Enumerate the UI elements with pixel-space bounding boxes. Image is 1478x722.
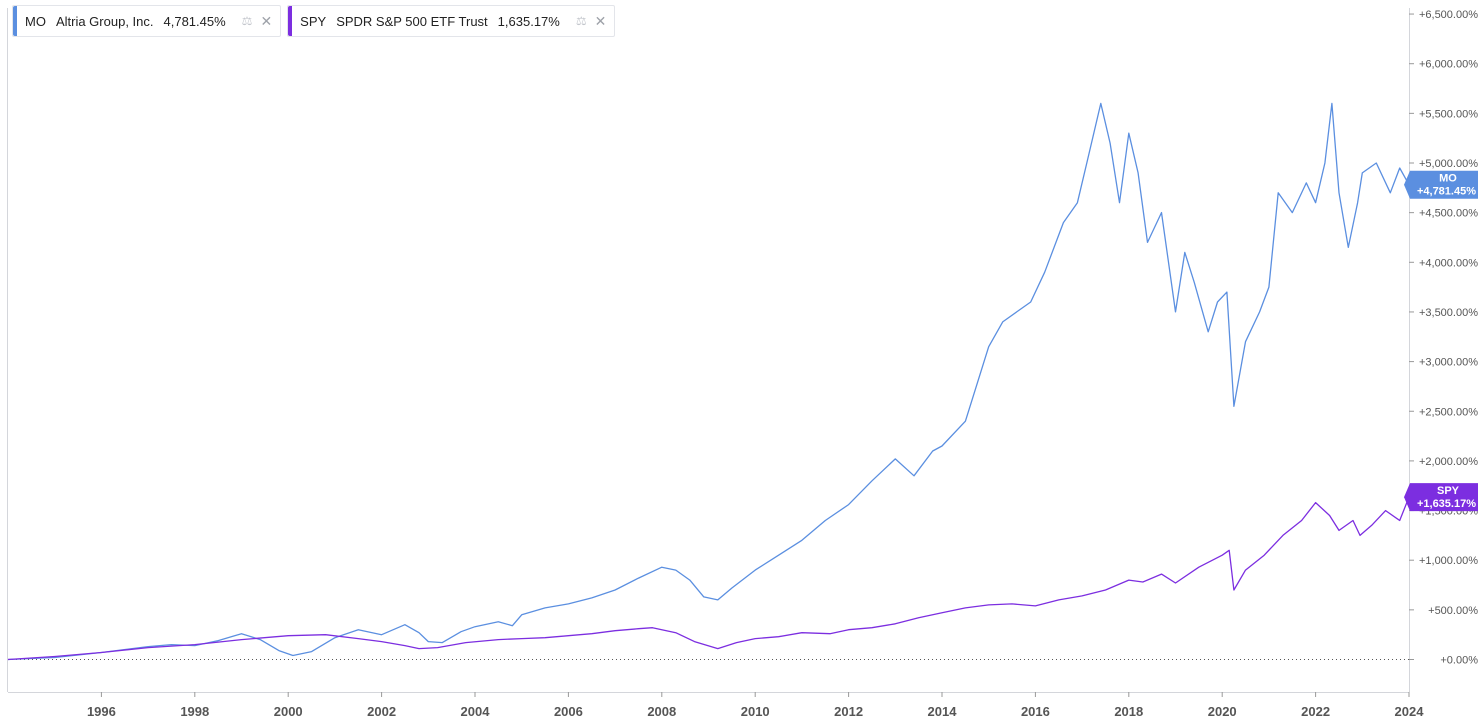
- x-tick-label: 2008: [647, 704, 676, 719]
- close-icon[interactable]: ✕: [260, 12, 273, 29]
- legend: MO Altria Group, Inc. 4,781.45% ⚖ ✕ SPY …: [12, 5, 616, 37]
- legend-value: 4,781.45%: [163, 13, 226, 29]
- series-layer: [7, 102, 1410, 661]
- series-line-mo: [7, 102, 1410, 661]
- flask-icon[interactable]: ⚖: [575, 14, 587, 28]
- price-tag-bg: [1404, 170, 1478, 199]
- legend-name: SPDR S&P 500 ETF Trust: [336, 13, 488, 29]
- x-tick-label: 2006: [554, 704, 583, 719]
- legend-name: Altria Group, Inc.: [55, 13, 154, 29]
- x-tick-label: 2022: [1301, 704, 1330, 719]
- price-tag-spy: SPY+1,635.17%: [1404, 483, 1478, 512]
- y-tick-label: +3,000.00%: [1419, 357, 1478, 369]
- x-tick-label: 2000: [274, 704, 303, 719]
- legend-symbol: SPY: [300, 13, 327, 29]
- price-tag-value: +4,781.45%: [1417, 186, 1476, 198]
- y-tick-label: +5,500.00%: [1419, 108, 1478, 120]
- y-tick-label: +1,000.00%: [1419, 555, 1478, 567]
- y-tick-label: +0.00%: [1440, 655, 1478, 667]
- x-axis: 1996 1998 2000 2002 2004 2006 2008 2010 2012 2014…: [87, 692, 1424, 719]
- legend-swatch-mo: [13, 6, 17, 36]
- price-tag-bg: [1404, 483, 1478, 512]
- price-tags: MO+4,781.45% SPY+1,635.17%: [1404, 170, 1478, 512]
- y-tick-label: +6,500.00%: [1419, 9, 1478, 21]
- x-tick-label: 2020: [1208, 704, 1237, 719]
- x-tick-label: 2014: [928, 704, 958, 719]
- x-tick-label: 1998: [180, 704, 209, 719]
- x-tick-label: 1996: [87, 704, 116, 719]
- legend-swatch-spy: [288, 6, 293, 36]
- legend-chip-spy[interactable]: SPY SPDR S&P 500 ETF Trust 1,635.17% ⚖ ✕: [287, 5, 616, 37]
- y-tick-label: +3,500.00%: [1419, 307, 1478, 319]
- y-tick-label: +4,500.00%: [1419, 208, 1478, 220]
- x-tick-label: 2004: [461, 704, 491, 719]
- x-tick-label: 2024: [1395, 704, 1425, 719]
- price-tag-symbol: SPY: [1437, 485, 1460, 497]
- flask-icon[interactable]: ⚖: [241, 14, 253, 28]
- y-tick-label: +2,500.00%: [1419, 406, 1478, 418]
- price-tag-mo: MO+4,781.45%: [1404, 170, 1478, 199]
- y-tick-label: +500.00%: [1428, 605, 1478, 617]
- y-tick-label: +4,000.00%: [1419, 257, 1478, 269]
- price-tag-symbol: MO: [1439, 173, 1457, 185]
- x-tick-label: 2016: [1021, 704, 1050, 719]
- legend-chip-mo[interactable]: MO Altria Group, Inc. 4,781.45% ⚖ ✕: [12, 5, 282, 37]
- x-tick-label: 2002: [367, 704, 396, 719]
- y-tick-label: +6,000.00%: [1419, 59, 1478, 71]
- legend-symbol: MO: [25, 13, 46, 29]
- price-tag-value: +1,635.17%: [1417, 498, 1476, 510]
- x-tick-label: 2012: [834, 704, 863, 719]
- series-line-spy: [7, 496, 1410, 661]
- close-icon[interactable]: ✕: [594, 12, 607, 29]
- y-tick-label: +5,000.00%: [1419, 158, 1478, 170]
- x-tick-label: 2018: [1114, 704, 1143, 719]
- y-axis: +0.00%+500.00%+1,000.00%+1,500.00%+2,000…: [1409, 9, 1478, 667]
- y-tick-label: +2,000.00%: [1419, 456, 1478, 468]
- x-tick-label: 2010: [741, 704, 770, 719]
- legend-value: 1,635.17%: [497, 13, 560, 29]
